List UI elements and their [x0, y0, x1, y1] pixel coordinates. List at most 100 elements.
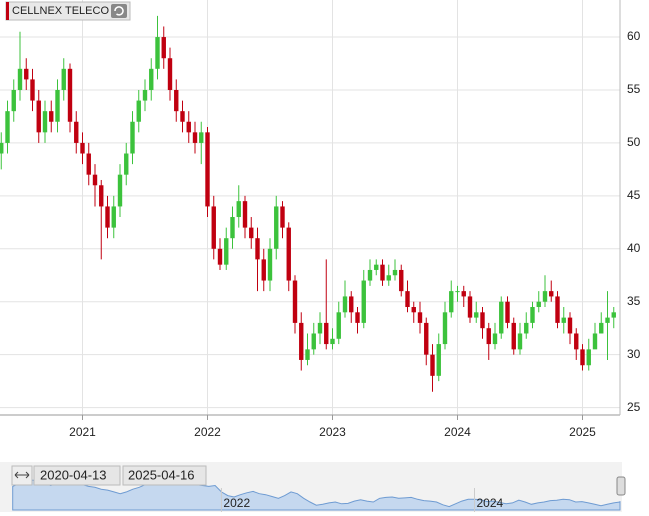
range-arrow — [14, 471, 30, 479]
candle-body — [124, 153, 129, 175]
candle-body — [55, 89, 60, 122]
navigator-tick-label: 2022 — [223, 496, 250, 510]
candle-body — [280, 206, 285, 228]
chart-title: CELLNEX TELECO — [12, 5, 109, 17]
candle-body — [105, 206, 110, 228]
candle-body — [24, 68, 29, 80]
candle-body — [455, 291, 460, 293]
candle-body — [205, 132, 210, 207]
candle-body — [524, 322, 529, 334]
candle-body — [236, 201, 241, 218]
navigator-tick-label: 2024 — [476, 496, 503, 510]
candle-body — [480, 312, 485, 329]
candle-body — [399, 269, 404, 292]
candle-body — [30, 79, 35, 101]
x-tick-label: 2022 — [194, 425, 221, 439]
candle-body — [605, 317, 610, 323]
candle-body — [330, 338, 335, 345]
title-accent — [6, 2, 9, 20]
candle-body — [561, 317, 566, 323]
candle-body — [530, 307, 535, 323]
candle-body — [261, 259, 266, 281]
navigator-handle[interactable] — [616, 476, 626, 496]
candle-body — [424, 322, 429, 355]
navigator: 2020-04-13 2025-04-16 — [0, 462, 626, 512]
candle-body — [217, 248, 223, 265]
candle-body — [42, 111, 48, 133]
candle-body — [586, 349, 591, 366]
candle-body — [192, 132, 198, 143]
candle-body — [517, 333, 523, 350]
x-tick-label: 2025 — [569, 425, 596, 439]
candle-body — [380, 264, 385, 281]
candle-body — [292, 280, 298, 323]
candle-body — [142, 89, 148, 101]
candle-body — [199, 132, 204, 143]
y-tick-label: 60 — [627, 29, 641, 43]
candle-body — [461, 291, 466, 297]
title-box: CELLNEX TELECO — [5, 1, 131, 21]
candle-body — [536, 301, 541, 308]
candle-body — [411, 307, 416, 313]
candle-body — [567, 317, 573, 334]
y-tick-label: 35 — [627, 294, 641, 308]
y-tick-label: 45 — [627, 188, 641, 202]
date-from-box[interactable] — [33, 465, 121, 486]
candle-body — [255, 238, 260, 260]
candle-body — [449, 291, 454, 313]
candle-body — [492, 333, 498, 345]
candle-body — [180, 111, 185, 122]
y-tick-label: 55 — [627, 82, 641, 96]
candle-body — [386, 275, 391, 281]
date-from: 2020-04-13 — [40, 467, 107, 482]
candle-body — [405, 291, 410, 308]
x-tick-label: 2024 — [444, 425, 471, 439]
plot-area — [0, 0, 620, 415]
x-tick-label: 2023 — [319, 425, 346, 439]
y-tick-label: 25 — [627, 400, 641, 414]
candle-body — [242, 201, 248, 228]
candle-body — [499, 301, 504, 334]
candle-body — [67, 68, 73, 122]
candle-body — [336, 312, 341, 339]
refresh-button[interactable] — [111, 4, 127, 18]
candle-body — [61, 68, 66, 90]
candle-body — [92, 174, 98, 186]
candle-body — [511, 322, 516, 350]
candle-body — [505, 301, 510, 323]
y-tick-label: 40 — [627, 241, 641, 255]
candle-body — [417, 312, 423, 323]
candle-body — [361, 280, 366, 323]
candle-body — [86, 153, 91, 175]
candle-body — [17, 68, 23, 90]
candle-body — [230, 217, 235, 239]
candle-body — [442, 312, 448, 345]
candle-body — [174, 89, 179, 112]
candle-body — [430, 354, 435, 376]
candle-body — [5, 111, 10, 143]
candle-body — [155, 37, 160, 69]
candle-body — [367, 269, 373, 281]
candle-body — [80, 142, 85, 154]
candle-body — [486, 328, 491, 345]
candle-body — [467, 296, 473, 318]
candle-body — [99, 185, 104, 207]
candle-body — [267, 248, 273, 281]
candle-body — [161, 37, 166, 59]
candle-body — [49, 111, 54, 122]
date-to-box[interactable] — [122, 465, 207, 486]
x-tick-label: 2021 — [69, 425, 96, 439]
candle-body — [342, 296, 348, 313]
date-to: 2025-04-16 — [128, 467, 195, 482]
candle-body — [74, 121, 79, 143]
candle-body — [11, 89, 16, 112]
candle-body — [224, 238, 229, 265]
candle-body — [599, 322, 604, 334]
candle-body — [349, 296, 354, 313]
candle-body — [592, 333, 598, 350]
candle-body — [355, 312, 360, 323]
candle-body — [317, 322, 323, 334]
candle-body — [474, 312, 479, 318]
candle-body — [274, 206, 279, 249]
